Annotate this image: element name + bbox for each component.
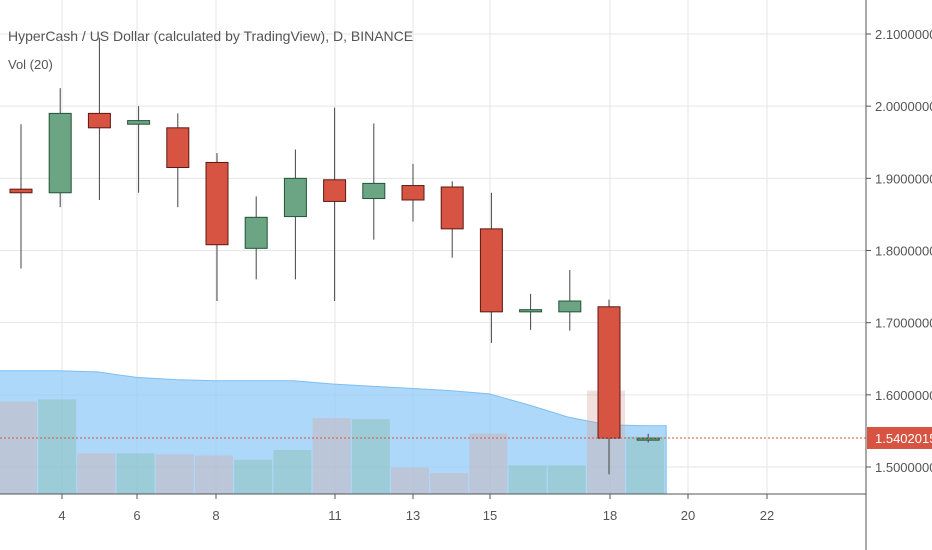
- volume-bar: [38, 399, 77, 494]
- volume-ma-area: [0, 370, 667, 495]
- candle-body: [127, 120, 151, 125]
- current-price-label-bg: [867, 426, 932, 449]
- candle: [440, 181, 464, 258]
- candles: [9, 37, 660, 475]
- candle: [558, 269, 582, 331]
- volume-bar: [547, 465, 586, 494]
- candle: [127, 106, 151, 193]
- volume-bar: [195, 455, 233, 494]
- volume-bar: [77, 453, 116, 494]
- candle: [9, 124, 33, 269]
- volume-bar: [155, 454, 194, 494]
- time-tick-label: 13: [406, 508, 420, 523]
- candle: [597, 299, 621, 475]
- time-tick-label: 8: [212, 508, 219, 523]
- current-price-label: 1.5402015: [875, 431, 932, 446]
- candle-body: [48, 112, 72, 194]
- volume-bar: [351, 419, 390, 494]
- volume-bar: [116, 453, 155, 494]
- time-tick-label: 15: [483, 508, 497, 523]
- candle: [362, 123, 386, 240]
- candle: [87, 37, 111, 200]
- volume-bar: [626, 436, 665, 494]
- candle-body: [244, 216, 268, 249]
- volume-bar: [312, 418, 351, 494]
- candle-body: [9, 188, 33, 194]
- volume-bar: [273, 450, 312, 494]
- volume-bar: [391, 467, 429, 494]
- volume-bar: [508, 465, 547, 494]
- time-axis[interactable]: 4 6 8 11 13 15 18 20 22: [0, 493, 866, 523]
- candle: [166, 113, 190, 208]
- candle: [479, 192, 503, 343]
- candle: [205, 153, 229, 302]
- volume-indicator-label[interactable]: Vol (20): [8, 57, 53, 72]
- volume-bar: [469, 433, 508, 494]
- time-tick-label: 22: [760, 508, 774, 523]
- volume-bar: [430, 473, 469, 494]
- candle-body: [597, 306, 621, 439]
- candle: [244, 196, 268, 280]
- price-tick-label: 1.6000000: [875, 388, 932, 403]
- volume-pane: [0, 370, 667, 495]
- candle-body: [323, 179, 347, 202]
- time-tick-label: 11: [328, 508, 342, 523]
- candle-body: [401, 185, 425, 201]
- candle-body: [283, 177, 307, 218]
- candle-body: [479, 228, 503, 313]
- time-tick-label: 4: [58, 508, 65, 523]
- price-axis[interactable]: 2.1000000 2.0000000 1.9000000 1.8000000 1.70…: [865, 0, 932, 550]
- price-tick-label: 1.7000000: [875, 316, 932, 331]
- time-tick-label: 20: [681, 508, 695, 523]
- candle: [401, 163, 425, 222]
- volume-bar: [0, 401, 37, 494]
- candle-body: [166, 127, 190, 169]
- volume-bar: [234, 459, 273, 494]
- time-tick-label: 18: [603, 508, 617, 523]
- candle-body: [87, 112, 111, 129]
- candle-body: [362, 182, 386, 200]
- candle: [519, 293, 543, 330]
- price-tick-label: 1.9000000: [875, 171, 932, 186]
- candle: [323, 107, 347, 302]
- candle-body: [519, 309, 543, 313]
- price-tick-label: 2.0000000: [875, 99, 932, 114]
- chart-title: HyperCash / US Dollar (calculated by Tra…: [8, 28, 414, 44]
- price-tick-label: 1.5000000: [875, 460, 932, 475]
- time-tick-label: 6: [133, 508, 140, 523]
- price-tick-label: 1.8000000: [875, 244, 932, 259]
- price-tick-label: 2.1000000: [875, 27, 932, 42]
- candle-body: [205, 161, 229, 246]
- candle-body: [440, 186, 464, 230]
- candle: [48, 88, 72, 208]
- candle: [283, 149, 307, 280]
- candle-body: [558, 300, 582, 313]
